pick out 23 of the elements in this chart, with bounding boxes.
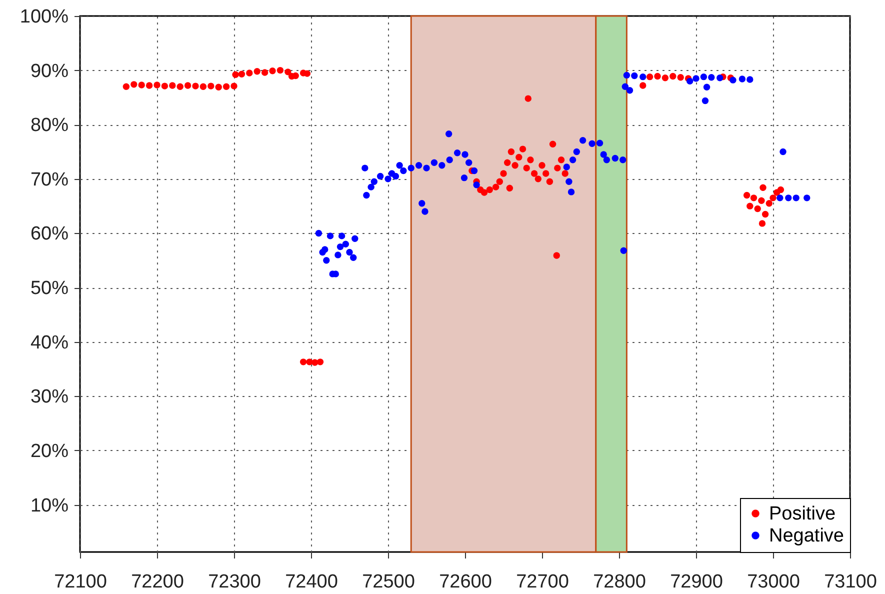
y-tick-label: 100% bbox=[20, 6, 69, 28]
legend-label: Negative bbox=[769, 526, 844, 546]
y-tick-label: 70% bbox=[30, 169, 69, 190]
x-tick-label: 72100 bbox=[54, 572, 107, 592]
y-tick-label: 90% bbox=[30, 60, 69, 82]
x-tick-label: 72300 bbox=[208, 572, 261, 592]
y-tick-label: 30% bbox=[30, 386, 69, 408]
x-tick-label: 72800 bbox=[593, 572, 646, 592]
x-tick-label: 72600 bbox=[439, 572, 492, 592]
y-tick-label: 50% bbox=[30, 278, 69, 300]
x-tick-label: 72400 bbox=[285, 572, 338, 592]
y-tick-label: 60% bbox=[30, 224, 69, 245]
x-tick-label: 72200 bbox=[131, 572, 184, 592]
x-tick-label: 72900 bbox=[670, 572, 723, 592]
x-tick-label: 72700 bbox=[516, 572, 569, 592]
y-tick-label: 80% bbox=[30, 115, 69, 136]
y-tick-label: 40% bbox=[30, 332, 69, 354]
x-tick-label: 73100 bbox=[824, 572, 877, 592]
y-tick-label: 10% bbox=[30, 495, 69, 516]
y-tick-label: 20% bbox=[30, 440, 69, 462]
legend-label: Positive bbox=[769, 504, 836, 524]
x-tick-label: 72500 bbox=[362, 572, 415, 592]
x-tick-label: 73000 bbox=[747, 572, 800, 592]
